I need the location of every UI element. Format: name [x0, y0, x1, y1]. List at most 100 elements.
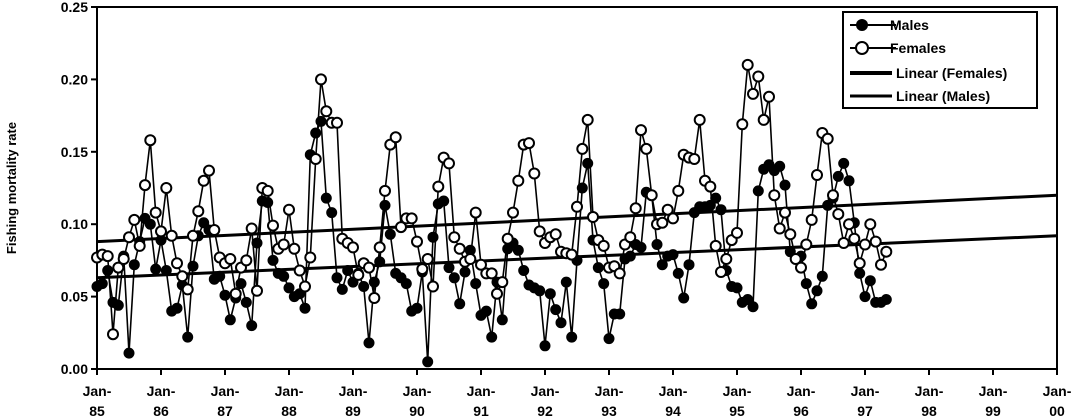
- data-point-females: [672, 184, 685, 197]
- data-point-males: [843, 175, 855, 187]
- x-tick-label-top: Jan-: [915, 383, 944, 399]
- legend-label-linear-males: Linear (Males): [896, 88, 990, 104]
- x-tick-label-bottom: 90: [409, 403, 425, 419]
- x-tick-label-top: Jan-: [275, 383, 304, 399]
- data-point-males: [96, 278, 108, 290]
- x-tick-label-top: Jan-: [851, 383, 880, 399]
- data-point-females: [693, 113, 706, 126]
- data-point-females: [368, 292, 381, 304]
- data-point-males: [800, 278, 812, 290]
- data-point-males: [603, 333, 615, 345]
- data-point-females: [821, 132, 834, 145]
- data-point-females: [229, 287, 242, 300]
- data-point-females: [837, 237, 850, 249]
- data-point-females: [448, 231, 461, 244]
- data-point-females: [629, 202, 642, 215]
- data-point-males: [838, 157, 850, 169]
- data-point-females: [720, 253, 733, 265]
- data-point-males: [859, 291, 871, 303]
- data-point-males: [539, 340, 551, 352]
- x-tick-label-top: Jan-: [403, 383, 432, 399]
- legend: Males Females Linear (Females) Linear (M…: [842, 11, 1038, 109]
- data-point-females: [405, 212, 418, 225]
- data-point-males: [283, 282, 295, 294]
- data-point-females: [464, 253, 477, 265]
- data-point-females: [149, 206, 162, 219]
- data-point-females: [192, 205, 205, 218]
- data-point-males: [832, 170, 844, 182]
- data-point-females: [667, 212, 679, 225]
- legend-entry-linear-females: Linear (Females): [850, 65, 1007, 81]
- data-point-males: [486, 331, 498, 343]
- data-point-females: [363, 261, 375, 274]
- data-point-females: [389, 131, 402, 144]
- data-point-females: [165, 229, 178, 242]
- x-tick-label-top: Jan-: [723, 383, 752, 399]
- data-point-males: [518, 265, 530, 276]
- data-point-males: [822, 199, 834, 211]
- data-point-males: [774, 160, 786, 172]
- data-point-males: [470, 278, 482, 290]
- data-point-males: [816, 270, 828, 282]
- data-point-females: [309, 153, 322, 165]
- x-tick-label-bottom: 94: [665, 403, 681, 419]
- data-point-males: [566, 331, 578, 343]
- y-tick-label: 0.20: [61, 71, 88, 87]
- x-tick-label-top: Jan-: [467, 383, 496, 399]
- data-point-males: [667, 249, 679, 261]
- x-axis: Jan- 85 Jan- 86 Jan- 87 Jan- 88 Jan- 89 Jan- 90 Jan-…: [83, 369, 1072, 419]
- data-point-males: [342, 265, 354, 276]
- data-point-females: [795, 261, 807, 274]
- x-tick-label-bottom: 99: [985, 403, 1001, 419]
- data-point-females: [800, 238, 813, 251]
- data-point-females: [379, 184, 391, 197]
- x-tick-label-top: Jan-: [147, 383, 176, 399]
- data-point-females: [661, 203, 674, 216]
- data-point-females: [224, 253, 237, 265]
- data-point-females: [640, 142, 653, 155]
- data-point-females: [709, 239, 722, 252]
- data-point-females: [768, 189, 781, 202]
- data-point-males: [224, 314, 236, 326]
- x-tick-label-bottom: 88: [281, 403, 297, 419]
- data-point-females: [869, 235, 882, 248]
- data-point-females: [805, 213, 818, 226]
- data-point-females: [251, 284, 263, 297]
- x-tick-label-bottom: 93: [601, 403, 617, 419]
- legend-label-females: Females: [890, 40, 946, 56]
- data-point-females: [299, 280, 311, 293]
- data-point-females: [101, 250, 114, 263]
- legend-marker-males: [856, 19, 868, 31]
- data-point-males: [246, 320, 258, 332]
- data-point-females: [144, 134, 157, 147]
- data-point-females: [208, 224, 221, 236]
- data-point-females: [635, 124, 647, 137]
- x-tick-label-top: Jan-: [1043, 383, 1072, 399]
- data-point-males: [731, 282, 743, 294]
- x-tick-label-bottom: 00: [1049, 403, 1065, 419]
- data-point-males: [150, 263, 162, 275]
- x-tick-label-bottom: 91: [473, 403, 489, 419]
- data-point-males: [379, 199, 391, 211]
- data-point-females: [880, 245, 893, 258]
- data-point-females: [752, 70, 765, 83]
- data-point-males: [512, 244, 524, 256]
- data-point-females: [155, 225, 167, 238]
- data-point-males: [171, 302, 183, 314]
- data-point-females: [864, 218, 877, 231]
- data-point-females: [475, 258, 487, 271]
- data-point-females: [779, 206, 791, 219]
- data-point-females: [624, 231, 637, 244]
- data-point-males: [299, 302, 311, 314]
- data-point-females: [427, 280, 439, 293]
- data-point-males: [459, 266, 471, 278]
- data-point-males: [160, 265, 172, 276]
- data-point-males: [747, 301, 759, 313]
- x-tick-label-bottom: 97: [857, 403, 873, 419]
- data-point-females: [240, 254, 253, 267]
- data-series: [91, 58, 893, 368]
- data-point-females: [581, 113, 594, 126]
- data-point-males: [454, 298, 466, 310]
- data-point-females: [203, 164, 215, 177]
